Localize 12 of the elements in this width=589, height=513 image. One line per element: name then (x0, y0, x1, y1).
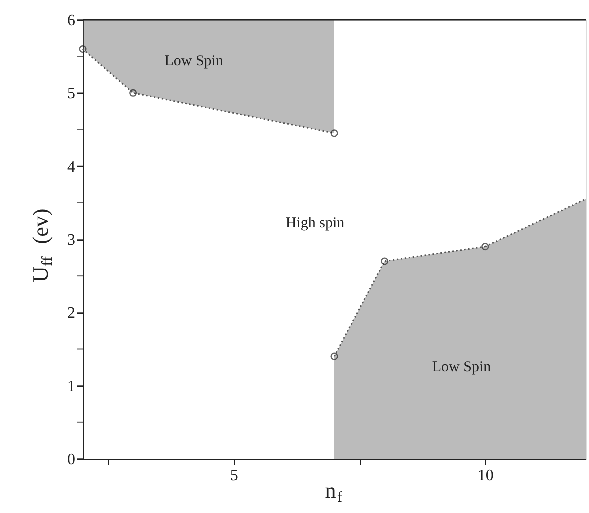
y-tick-label: 5 (68, 86, 76, 103)
annotation: High spin (286, 216, 346, 232)
y-tick-label: 3 (68, 232, 76, 249)
y-tick-label: 6 (68, 12, 76, 30)
y-tick-label: 0 (68, 452, 76, 468)
y-axis-title: Uff (ev) (28, 208, 56, 282)
y-tick-label: 4 (68, 158, 76, 176)
annotation: Low Spin (164, 54, 224, 70)
annotation: Low Spin (432, 360, 492, 376)
y-tick-label: 2 (68, 305, 76, 322)
y-tick-label: 1 (68, 378, 76, 396)
x-tick-label: 10 (478, 468, 494, 484)
